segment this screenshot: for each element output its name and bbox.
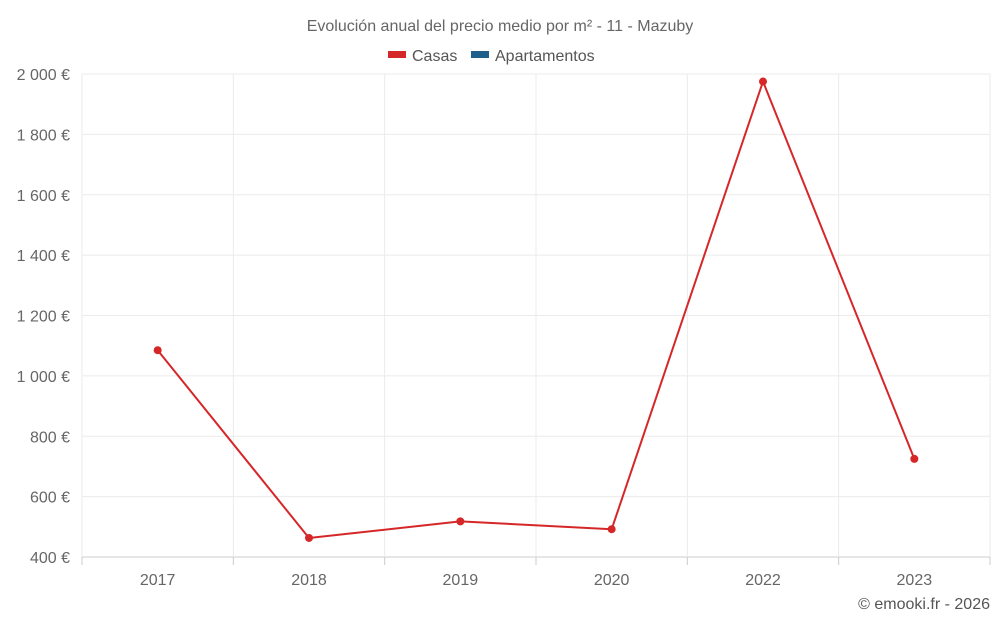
series-line-casas — [156, 80, 916, 539]
data-point[interactable] — [305, 533, 313, 542]
chart-title: Evolución anual del precio medio por m² … — [307, 18, 694, 35]
legend: Casas Apartamentos — [388, 48, 595, 65]
y-tick-label: 1 600 € — [17, 188, 70, 205]
legend-label-apartamentos: Apartamentos — [495, 48, 595, 65]
y-tick-label: 1 400 € — [17, 248, 70, 265]
data-point[interactable] — [456, 517, 465, 526]
x-tick-label: 2018 — [291, 572, 327, 589]
series — [153, 77, 919, 542]
y-tick-label: 1 800 € — [17, 127, 70, 144]
data-point[interactable] — [759, 77, 767, 86]
y-tick-label: 400 € — [30, 550, 70, 567]
x-tick-label: 2020 — [594, 572, 630, 589]
credit: © emooki.fr - 2026 — [858, 596, 990, 613]
x-tick-label: 2019 — [443, 572, 479, 589]
x-tick-label: 2017 — [140, 572, 176, 589]
y-axis: 400 € 600 € 800 € 1 000 € 1 200 € 1 400 € 1 60… — [17, 67, 70, 567]
x-axis: 2017 2018 2019 2020 2022 2023 — [81, 557, 991, 589]
legend-item-apartamentos[interactable]: Apartamentos — [471, 48, 595, 65]
legend-swatch-casas — [388, 51, 406, 58]
y-tick-label: 1 200 € — [17, 309, 70, 326]
data-point[interactable] — [153, 346, 162, 355]
x-tick-label: 2023 — [897, 572, 933, 589]
data-point[interactable] — [910, 454, 919, 463]
legend-item-casas[interactable]: Casas — [388, 48, 457, 65]
x-tick-label: 2022 — [745, 572, 781, 589]
y-tick-label: 1 000 € — [17, 369, 70, 386]
data-point[interactable] — [607, 525, 616, 534]
legend-label-casas: Casas — [412, 48, 457, 65]
y-tick-label: 2 000 € — [17, 67, 70, 84]
y-tick-label: 800 € — [30, 429, 70, 446]
legend-swatch-apartamentos — [471, 51, 489, 58]
grid — [81, 73, 991, 558]
y-tick-label: 600 € — [30, 490, 70, 507]
